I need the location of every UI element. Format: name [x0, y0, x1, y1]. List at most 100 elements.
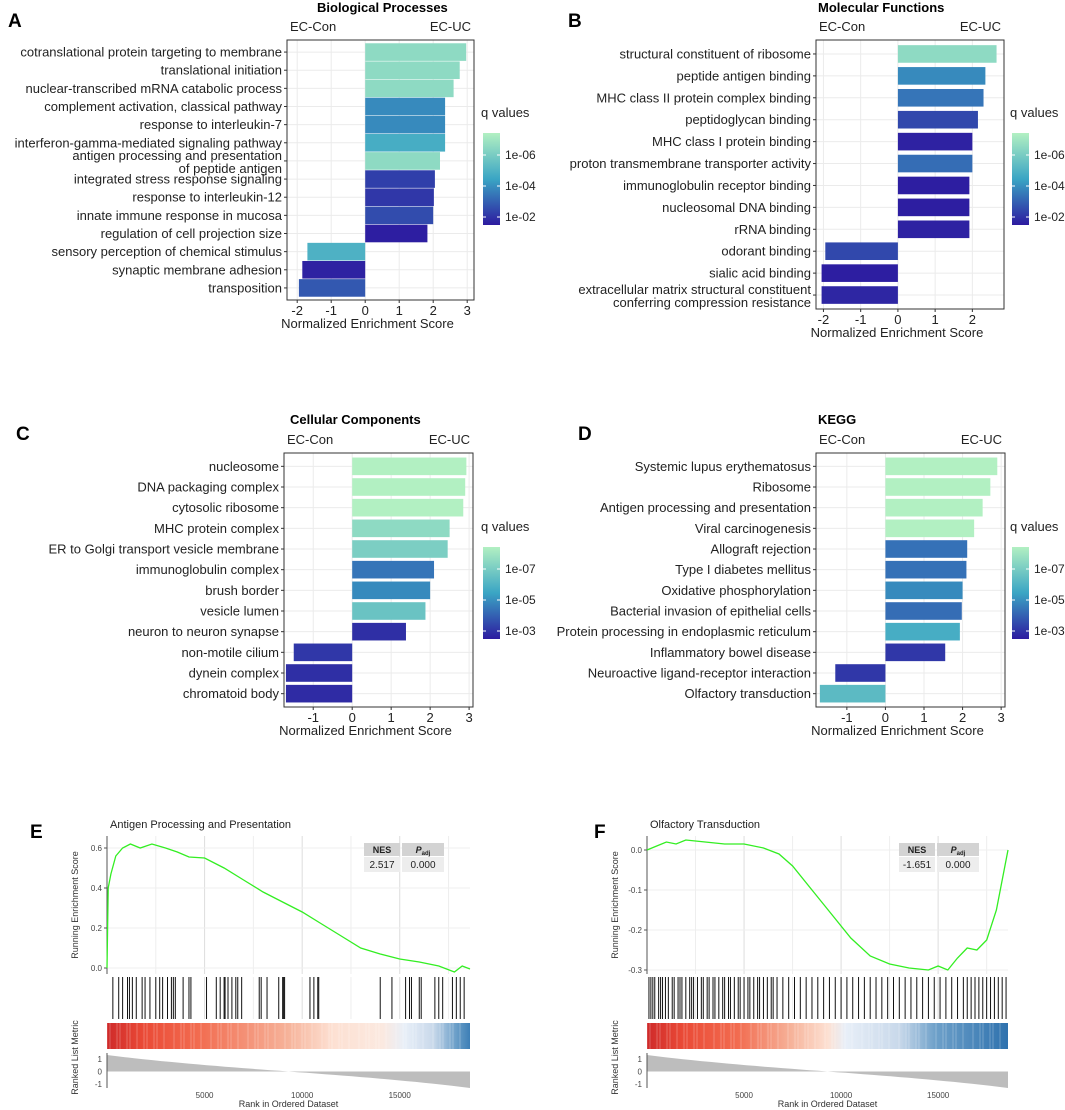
panel-letter: D — [578, 424, 592, 445]
metric-axis-title: Ranked List Metric — [70, 1020, 80, 1095]
x-tick-label: 1 — [920, 710, 927, 725]
bar — [352, 478, 466, 496]
category-label: antigen processing and presentation — [72, 148, 282, 163]
x-tick-label: -1 — [855, 312, 867, 327]
category-label: vesicle lumen — [200, 604, 279, 619]
category-label: immunoglobulin receptor binding — [623, 178, 811, 193]
stats-header-cell — [402, 843, 444, 856]
y-tick-label: -0.3 — [628, 966, 642, 975]
legend-title: q values — [481, 519, 530, 534]
stats-header-cell — [937, 843, 979, 856]
legend-tick-label: 1e-02 — [1034, 210, 1065, 224]
bar — [365, 152, 440, 170]
category-label: Neuroactive ligand-receptor interaction — [588, 666, 811, 681]
x-tick-label: 5000 — [196, 1091, 214, 1100]
bar — [293, 643, 353, 662]
category-label: ER to Golgi transport vesicle membrane — [49, 542, 279, 557]
stats-header-cell — [899, 843, 935, 856]
panel-a: A Biological Processes EC-Con EC-UC cotransl… — [8, 0, 536, 331]
panel-d: D KEGG EC-Con EC-UC Systemic lupus erythemat… — [557, 412, 1065, 738]
legend-tick-label: 1e-02 — [505, 210, 536, 224]
category-label: brush border — [205, 583, 279, 598]
running-enrichment-curve — [106, 843, 471, 973]
padj-value: 0.000 — [945, 860, 970, 871]
category-label: immunoglobulin complex — [136, 562, 280, 577]
category-label: of peptide antigen — [179, 161, 282, 176]
category-label: MHC class II protein complex binding — [596, 90, 811, 105]
category-label: Protein processing in endoplasmic reticu… — [557, 624, 811, 639]
legend-tick-label: 1e-05 — [1034, 593, 1065, 607]
panel-e: E Antigen Processing and Presentation0.00… — [30, 819, 471, 1109]
x-tick-label: -2 — [818, 312, 830, 327]
bar — [365, 97, 446, 116]
legend-tick-label: 1e-03 — [1034, 624, 1065, 638]
category-label: Ribosome — [752, 480, 811, 495]
bar — [352, 519, 450, 538]
bar — [821, 264, 898, 282]
y-tick-label: 0.6 — [91, 844, 103, 853]
ranked-metric-heatstrip — [647, 1023, 1008, 1049]
legend-title: q values — [1010, 519, 1059, 534]
bar — [307, 242, 366, 261]
bar — [821, 286, 898, 304]
category-label: proton transmembrane transporter activit… — [570, 156, 812, 171]
legend-title: q values — [1010, 105, 1059, 120]
bar — [897, 67, 986, 85]
bar — [885, 498, 983, 517]
bar — [897, 110, 978, 129]
bar — [897, 88, 984, 107]
bar — [352, 457, 467, 476]
bar — [365, 79, 454, 98]
panel-letter: C — [16, 424, 30, 445]
bar — [365, 61, 460, 80]
bar — [352, 622, 406, 641]
category-label: sensory perception of chemical stimulus — [52, 244, 283, 259]
y-tick-label: -0.2 — [628, 926, 642, 935]
stats-value-cell — [364, 857, 400, 872]
panel-title: Biological Processes — [317, 0, 448, 15]
category-label: cotranslational protein targeting to mem… — [20, 45, 282, 60]
category-label: nucleosome — [209, 459, 279, 474]
x-tick-label: 1 — [388, 710, 395, 725]
metric-tick-label: 1 — [98, 1055, 103, 1064]
right-group-label: EC-UC — [960, 19, 1001, 34]
bar — [885, 519, 975, 538]
category-label: peptide antigen binding — [677, 68, 811, 83]
right-group-label: EC-UC — [429, 432, 470, 447]
category-label: Systemic lupus erythematosus — [635, 459, 812, 474]
bar — [352, 602, 426, 620]
category-label: MHC class I protein binding — [652, 134, 811, 149]
bar — [352, 560, 435, 579]
legend-title: q values — [481, 105, 530, 120]
x-tick-label: 3 — [465, 710, 472, 725]
x-tick-label: -1 — [841, 710, 853, 725]
stats-value-cell — [899, 857, 935, 872]
legend-colorbar — [483, 133, 500, 225]
panel-letter: A — [8, 11, 22, 32]
category-label: MHC protein complex — [154, 521, 279, 536]
y-axis-title: Running Enrichment Score — [610, 851, 620, 959]
panel-c: C Cellular Components EC-Con EC-UC nucleosom… — [16, 412, 536, 738]
plot-frame — [286, 39, 475, 301]
x-tick-label: 3 — [998, 710, 1005, 725]
bar — [835, 664, 886, 682]
category-label: neuron to neuron synapse — [128, 624, 279, 639]
category-label: Allograft rejection — [711, 542, 811, 557]
x-tick-label: 2 — [430, 303, 437, 318]
x-axis-title: Normalized Enrichment Score — [811, 325, 984, 340]
category-label: synaptic membrane adhesion — [112, 262, 282, 277]
x-tick-label: 0 — [362, 303, 369, 318]
nes-value: 2.517 — [369, 860, 394, 871]
panel-title: Antigen Processing and Presentation — [110, 819, 291, 831]
x-tick-label: 0 — [882, 710, 889, 725]
nes-header: NES — [373, 845, 392, 855]
legend-tick-label: 1e-07 — [1034, 562, 1065, 576]
panel-title: Olfactory Transduction — [650, 819, 760, 831]
nes-header: NES — [908, 845, 927, 855]
category-label: innate immune response in mucosa — [77, 208, 283, 223]
stats-value-cell — [937, 857, 979, 872]
category-label: transposition — [208, 280, 282, 295]
left-group-label: EC-Con — [819, 19, 865, 34]
category-label: integrated stress response signaling — [74, 172, 282, 187]
